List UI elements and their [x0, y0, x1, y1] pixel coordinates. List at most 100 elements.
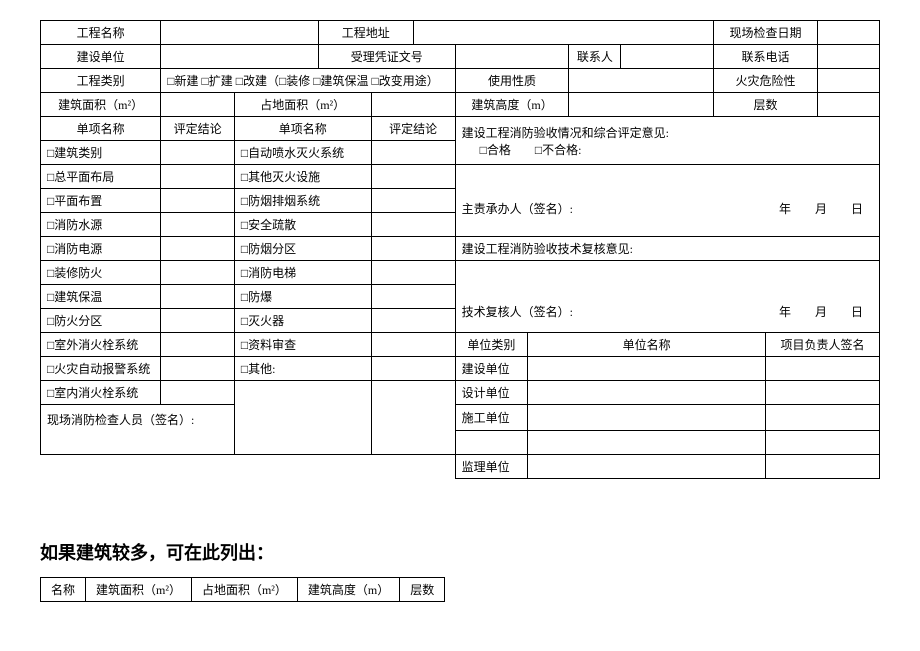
- empty-bottom: [41, 455, 456, 479]
- concl-l-7[interactable]: [161, 309, 235, 333]
- item-r-6[interactable]: □防爆: [234, 285, 371, 309]
- concl-r-8[interactable]: [371, 333, 455, 357]
- item-l-2[interactable]: □平面布置: [41, 189, 161, 213]
- handler-sig-block[interactable]: 主责承办人（签名）: 年 月 日: [455, 165, 879, 237]
- concl-l-6[interactable]: [161, 285, 235, 309]
- item-l-6[interactable]: □建筑保温: [41, 285, 161, 309]
- item-l-1[interactable]: □总平面布局: [41, 165, 161, 189]
- col-item-name-r: 单项名称: [234, 117, 371, 141]
- label-accept-no: 受理凭证文号: [318, 45, 455, 69]
- field-use-nature[interactable]: [569, 69, 714, 93]
- concl-l-2[interactable]: [161, 189, 235, 213]
- label-use-nature: 使用性质: [455, 69, 569, 93]
- label-leader-sig: 项目负责人签名: [766, 333, 880, 357]
- field-supervise-unit-name[interactable]: [528, 455, 766, 479]
- row-design-unit: 设计单位: [455, 381, 527, 405]
- label-build-area: 建筑面积（m²）: [41, 93, 161, 117]
- concl-r-0[interactable]: [371, 141, 455, 165]
- field-build-unit-name[interactable]: [528, 357, 766, 381]
- concl-l-3[interactable]: [161, 213, 235, 237]
- concl-r-1[interactable]: [371, 165, 455, 189]
- concl-l-9[interactable]: [161, 357, 235, 381]
- field-build-area[interactable]: [161, 93, 235, 117]
- field-accept-no[interactable]: [455, 45, 569, 69]
- concl-l-8[interactable]: [161, 333, 235, 357]
- field-construct-unit-name[interactable]: [528, 405, 766, 431]
- concl-r-6[interactable]: [371, 285, 455, 309]
- field-project-name[interactable]: [161, 21, 319, 45]
- field-build-unit-sig[interactable]: [766, 357, 880, 381]
- label-build-unit: 建设单位: [41, 45, 161, 69]
- extra-buildings-table: 名称 建筑面积（m²） 占地面积（m²） 建筑高度（m） 层数: [40, 577, 445, 602]
- label-project-category: 工程类别: [41, 69, 161, 93]
- item-l-5[interactable]: □装修防火: [41, 261, 161, 285]
- label-contact: 联系人: [569, 45, 621, 69]
- inspector-sig-block[interactable]: 现场消防检查人员（签名）:: [41, 405, 235, 455]
- concl-l-1[interactable]: [161, 165, 235, 189]
- label-inspect-date: 现场检查日期: [714, 21, 817, 45]
- section-title: 如果建筑较多，可在此列出：: [40, 539, 880, 565]
- field-blank-unit-sig[interactable]: [766, 431, 880, 455]
- item-r-2[interactable]: □防烟排烟系统: [234, 189, 371, 213]
- field-blank-unit-name[interactable]: [528, 431, 766, 455]
- item-l-9[interactable]: □火灾自动报警系统: [41, 357, 161, 381]
- field-build-unit[interactable]: [161, 45, 319, 69]
- row-build-unit: 建设单位: [455, 357, 527, 381]
- item-r-1[interactable]: □其他灭火设施: [234, 165, 371, 189]
- field-inspect-date[interactable]: [817, 21, 879, 45]
- item-r-0[interactable]: □自动喷水灭火系统: [234, 141, 371, 165]
- label-land-area: 占地面积（m²）: [234, 93, 371, 117]
- concl-r-7[interactable]: [371, 309, 455, 333]
- label-project-address: 工程地址: [318, 21, 413, 45]
- label-phone: 联系电话: [714, 45, 817, 69]
- empty-merge: [234, 381, 371, 455]
- item-r-5[interactable]: □消防电梯: [234, 261, 371, 285]
- field-design-unit-name[interactable]: [528, 381, 766, 405]
- col-land-area: 占地面积（m²）: [191, 578, 297, 602]
- field-land-area[interactable]: [371, 93, 455, 117]
- field-construct-unit-sig[interactable]: [766, 405, 880, 431]
- field-contact[interactable]: [621, 45, 714, 69]
- item-r-9[interactable]: □其他:: [234, 357, 371, 381]
- item-r-8[interactable]: □资料审查: [234, 333, 371, 357]
- concl-r-4[interactable]: [371, 237, 455, 261]
- label-floors: 层数: [714, 93, 817, 117]
- item-l-8[interactable]: □室外消火栓系统: [41, 333, 161, 357]
- label-build-height: 建筑高度（m）: [455, 93, 569, 117]
- field-build-height[interactable]: [569, 93, 714, 117]
- label-unit-name: 单位名称: [528, 333, 766, 357]
- col-floors2: 层数: [400, 578, 445, 602]
- col-name: 名称: [41, 578, 86, 602]
- field-supervise-unit-sig[interactable]: [766, 455, 880, 479]
- field-design-unit-sig[interactable]: [766, 381, 880, 405]
- item-r-7[interactable]: □灭火器: [234, 309, 371, 333]
- concl-r-9[interactable]: [371, 357, 455, 381]
- concl-l-10[interactable]: [161, 381, 235, 405]
- item-r-3[interactable]: □安全疏散: [234, 213, 371, 237]
- label-project-name: 工程名称: [41, 21, 161, 45]
- concl-r-5[interactable]: [371, 261, 455, 285]
- concl-l-4[interactable]: [161, 237, 235, 261]
- item-r-4[interactable]: □防烟分区: [234, 237, 371, 261]
- col-conclusion-r: 评定结论: [371, 117, 455, 141]
- field-floors[interactable]: [817, 93, 879, 117]
- concl-r-3[interactable]: [371, 213, 455, 237]
- main-form-table: 工程名称 工程地址 现场检查日期 建设单位 受理凭证文号 联系人 联系电话 工程…: [40, 20, 880, 479]
- item-l-3[interactable]: □消防水源: [41, 213, 161, 237]
- reviewer-sig-block[interactable]: 技术复核人（签名）: 年 月 日: [455, 261, 879, 333]
- field-category-options[interactable]: □新建 □扩建 □改建（□装修 □建筑保温 □改变用途）: [161, 69, 455, 93]
- field-fire-risk[interactable]: [817, 69, 879, 93]
- date-ymd-2: 年 月 日: [779, 303, 873, 320]
- opinion-title2: 建设工程消防验收技术复核意见:: [455, 237, 879, 261]
- item-l-4[interactable]: □消防电源: [41, 237, 161, 261]
- item-l-10[interactable]: □室内消火栓系统: [41, 381, 161, 405]
- row-blank-unit: [455, 431, 527, 455]
- concl-r-2[interactable]: [371, 189, 455, 213]
- label-fire-risk: 火灾危险性: [714, 69, 817, 93]
- field-project-address[interactable]: [413, 21, 714, 45]
- concl-l-5[interactable]: [161, 261, 235, 285]
- item-l-7[interactable]: □防火分区: [41, 309, 161, 333]
- field-phone[interactable]: [817, 45, 879, 69]
- item-l-0[interactable]: □建筑类别: [41, 141, 161, 165]
- concl-l-0[interactable]: [161, 141, 235, 165]
